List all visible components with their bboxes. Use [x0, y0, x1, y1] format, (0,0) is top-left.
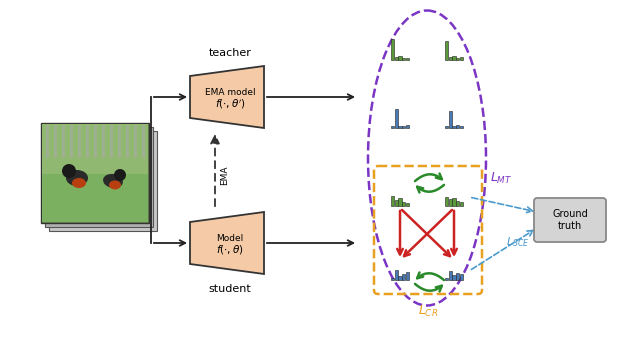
Bar [395, 200, 398, 206]
Bar [460, 57, 463, 60]
Text: $f(\cdot, \theta')$: $f(\cdot, \theta')$ [214, 97, 245, 111]
Bar [391, 39, 394, 60]
Bar [126, 125, 129, 158]
FancyArrowPatch shape [417, 185, 444, 193]
Text: $L_{MT}$: $L_{MT}$ [490, 170, 513, 186]
Bar [449, 57, 452, 60]
Bar [134, 125, 137, 158]
Bar [402, 274, 405, 280]
Bar [445, 278, 448, 280]
Bar [445, 197, 448, 206]
Bar [456, 58, 460, 60]
Ellipse shape [66, 170, 88, 186]
Bar [452, 198, 456, 206]
Ellipse shape [109, 180, 121, 189]
Bar [398, 276, 402, 280]
Circle shape [114, 169, 126, 181]
Text: student: student [209, 284, 252, 294]
Bar [406, 58, 409, 60]
Bar [142, 125, 145, 158]
Bar [460, 202, 463, 206]
Bar [41, 123, 149, 223]
Bar [456, 201, 460, 206]
Bar [102, 125, 105, 158]
Text: $f(\cdot, \theta)$: $f(\cdot, \theta)$ [216, 244, 244, 256]
FancyArrowPatch shape [417, 272, 444, 280]
Bar [86, 125, 89, 158]
FancyArrowPatch shape [415, 284, 442, 291]
Bar [70, 125, 73, 158]
Bar [110, 125, 113, 158]
Bar [42, 124, 148, 222]
Bar [406, 125, 409, 128]
Bar [402, 202, 405, 206]
Text: teacher: teacher [209, 48, 252, 58]
Bar [406, 272, 409, 280]
Bar [398, 126, 402, 128]
Bar [391, 278, 394, 280]
Bar [456, 125, 460, 128]
Text: $L_{SCE}$: $L_{SCE}$ [506, 235, 529, 249]
Bar [452, 56, 456, 60]
Polygon shape [190, 66, 264, 128]
Bar [456, 273, 460, 280]
Bar [94, 125, 97, 158]
Bar [452, 275, 456, 280]
FancyBboxPatch shape [534, 198, 606, 242]
Bar [402, 58, 405, 60]
Bar [49, 131, 157, 231]
Bar [452, 126, 456, 128]
Bar [460, 274, 463, 280]
Bar [449, 111, 452, 128]
Text: Ground
truth: Ground truth [552, 209, 588, 231]
Bar [398, 56, 402, 60]
Ellipse shape [72, 178, 86, 188]
Bar [391, 196, 394, 206]
Bar [54, 125, 57, 158]
Circle shape [62, 164, 76, 178]
Bar [395, 57, 398, 60]
Bar [449, 271, 452, 280]
FancyArrowPatch shape [415, 174, 442, 181]
Bar [78, 125, 81, 158]
Bar [45, 127, 153, 227]
Bar [395, 270, 398, 280]
Polygon shape [190, 212, 264, 274]
Bar [445, 41, 448, 60]
Text: EMA model: EMA model [205, 87, 255, 96]
Text: Model: Model [216, 234, 244, 243]
Bar [460, 126, 463, 128]
Bar [395, 109, 398, 128]
Bar [449, 199, 452, 206]
Bar [391, 126, 394, 128]
Bar [445, 126, 448, 128]
Text: EMA: EMA [220, 165, 229, 185]
Bar [118, 125, 121, 158]
Bar [46, 125, 49, 158]
Bar [402, 126, 405, 128]
Text: $L_{CR}$: $L_{CR}$ [418, 304, 438, 319]
Ellipse shape [103, 174, 123, 188]
Bar [62, 125, 65, 158]
Bar [398, 198, 402, 206]
Bar [406, 203, 409, 206]
Bar [42, 124, 148, 174]
